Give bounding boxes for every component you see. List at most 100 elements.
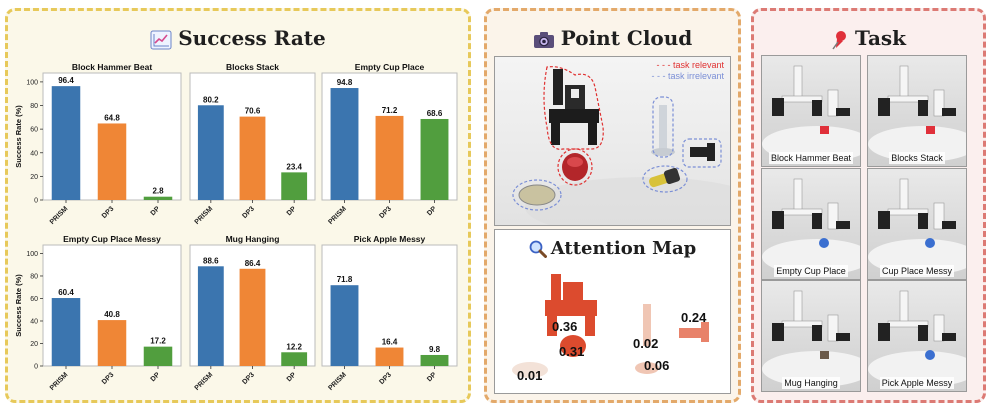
legend-task-irrelevant: - - - task irrelevant bbox=[651, 71, 724, 81]
x-tick-label: DP3 bbox=[378, 205, 393, 220]
x-tick-label: PRISM bbox=[194, 371, 215, 392]
task-label-text: Blocks Stack bbox=[889, 152, 945, 164]
x-tick-label: DP bbox=[286, 371, 298, 383]
y-tick-label: 0 bbox=[34, 364, 38, 371]
chart-title: Blocks Stack bbox=[226, 62, 279, 72]
point-cloud-title: Point Cloud bbox=[484, 26, 741, 50]
task-label-text: Empty Cup Place bbox=[774, 265, 848, 277]
x-tick-label: DP bbox=[426, 371, 438, 383]
attention-value: 0.36 bbox=[552, 319, 578, 334]
y-tick-label: 60 bbox=[30, 296, 38, 303]
bar-value-label: 64.8 bbox=[104, 113, 120, 122]
task-label-text: Block Hammer Beat bbox=[768, 152, 854, 164]
bar-value-label: 71.8 bbox=[337, 275, 353, 284]
mug-stand bbox=[651, 96, 675, 158]
bar bbox=[51, 298, 81, 366]
y-axis-label: Success Rate (%) bbox=[14, 105, 23, 168]
robot-scene bbox=[762, 290, 860, 387]
task-tile: Empty Cup Place bbox=[761, 168, 861, 280]
bar bbox=[281, 172, 308, 200]
attention-map-title-text: Attention Map bbox=[550, 238, 697, 259]
bar bbox=[375, 115, 404, 200]
x-tick-label: PRISM bbox=[49, 205, 70, 226]
bar-value-label: 9.8 bbox=[429, 345, 441, 354]
bar-value-label: 86.4 bbox=[245, 259, 261, 268]
y-tick-label: 80 bbox=[30, 103, 38, 110]
success-rate-title: Success Rate bbox=[5, 26, 471, 50]
bar-value-label: 23.4 bbox=[286, 162, 302, 171]
bar bbox=[197, 266, 224, 366]
task-tile: Mug Hanging bbox=[761, 280, 861, 392]
robot-scene bbox=[762, 178, 860, 275]
task-label: Pick Apple Messy bbox=[868, 377, 966, 389]
robot-gripper bbox=[543, 66, 604, 150]
chart-title: Empty Cup Place Messy bbox=[63, 234, 161, 244]
attention-value: 0.31 bbox=[559, 344, 585, 359]
y-tick-label: 20 bbox=[30, 174, 38, 181]
y-axis-label: Success Rate (%) bbox=[14, 274, 23, 337]
bar-value-label: 16.4 bbox=[382, 338, 398, 347]
y-tick-label: 60 bbox=[30, 127, 38, 134]
bar-chart: Blocks Stack 80.2 PRISM 70.6 DP3 23.4 DP bbox=[189, 62, 316, 226]
x-tick-label: DP bbox=[286, 205, 298, 217]
task-tile: Cup Place Messy bbox=[867, 168, 967, 280]
x-tick-label: DP3 bbox=[101, 371, 116, 386]
attention-value: 0.01 bbox=[517, 368, 543, 383]
bar-value-label: 17.2 bbox=[150, 337, 166, 346]
attention-value: 0.06 bbox=[644, 358, 670, 373]
y-tick-label: 40 bbox=[30, 150, 38, 157]
robot-scene bbox=[868, 178, 966, 275]
bar bbox=[420, 354, 449, 366]
task-label-text: Cup Place Messy bbox=[879, 265, 955, 277]
robot-scene bbox=[868, 65, 966, 162]
bar-chart: Pick Apple Messy 71.8 PRISM 16.4 DP3 9.8 DP bbox=[321, 234, 458, 392]
bar bbox=[143, 196, 173, 200]
task-tile: Pick Apple Messy bbox=[867, 280, 967, 392]
y-tick-label: 100 bbox=[26, 79, 38, 86]
x-tick-label: PRISM bbox=[327, 205, 348, 226]
task-label: Cup Place Messy bbox=[868, 265, 966, 277]
attention-gripper bbox=[545, 274, 597, 357]
bar bbox=[281, 352, 308, 366]
success-rate-title-text: Success Rate bbox=[178, 26, 326, 50]
task-title-text: Task bbox=[854, 26, 907, 50]
y-tick-label: 20 bbox=[30, 341, 38, 348]
x-tick-label: DP3 bbox=[378, 371, 393, 386]
x-tick-label: DP bbox=[150, 371, 162, 383]
bar-chart: Empty Cup Place Messy 0 20 40 60 80 100 Success… bbox=[14, 234, 182, 392]
legend-task-relevant: - - - task relevant bbox=[656, 60, 724, 70]
y-tick-label: 0 bbox=[34, 198, 38, 205]
bar bbox=[197, 105, 224, 200]
task-label: Empty Cup Place bbox=[762, 265, 860, 277]
pushpin-icon bbox=[832, 30, 846, 49]
legend-task-relevant-label: task relevant bbox=[672, 60, 724, 70]
chart-title: Block Hammer Beat bbox=[72, 62, 152, 72]
task-title: Task bbox=[751, 26, 986, 50]
bar bbox=[239, 116, 266, 200]
bar-chart: Mug Hanging 88.6 PRISM 86.4 DP3 12.2 DP bbox=[189, 234, 316, 392]
x-tick-label: DP bbox=[150, 205, 162, 217]
bar-value-label: 12.2 bbox=[286, 342, 302, 351]
x-tick-label: DP3 bbox=[241, 371, 256, 386]
robot-scene bbox=[762, 65, 860, 162]
magnifier-icon bbox=[529, 240, 547, 258]
legend-task-irrelevant-label: task irrelevant bbox=[667, 71, 724, 81]
yellow-object bbox=[642, 165, 688, 193]
attention-small-object bbox=[679, 322, 709, 342]
bar bbox=[330, 88, 359, 200]
chart-title: Pick Apple Messy bbox=[354, 234, 426, 244]
x-tick-label: PRISM bbox=[194, 205, 215, 226]
bar-value-label: 96.4 bbox=[58, 76, 74, 85]
bar-value-label: 94.8 bbox=[337, 78, 353, 87]
task-tile: Blocks Stack bbox=[867, 55, 967, 167]
x-tick-label: DP bbox=[426, 205, 438, 217]
bar bbox=[143, 346, 173, 366]
bar-chart: Block Hammer Beat 0 20 40 60 80 100 Success Rat… bbox=[14, 62, 182, 226]
bar-value-label: 2.8 bbox=[152, 187, 164, 196]
bar bbox=[239, 268, 266, 366]
bar bbox=[375, 347, 404, 366]
task-label-text: Mug Hanging bbox=[782, 377, 840, 389]
robot-scene bbox=[868, 290, 966, 387]
